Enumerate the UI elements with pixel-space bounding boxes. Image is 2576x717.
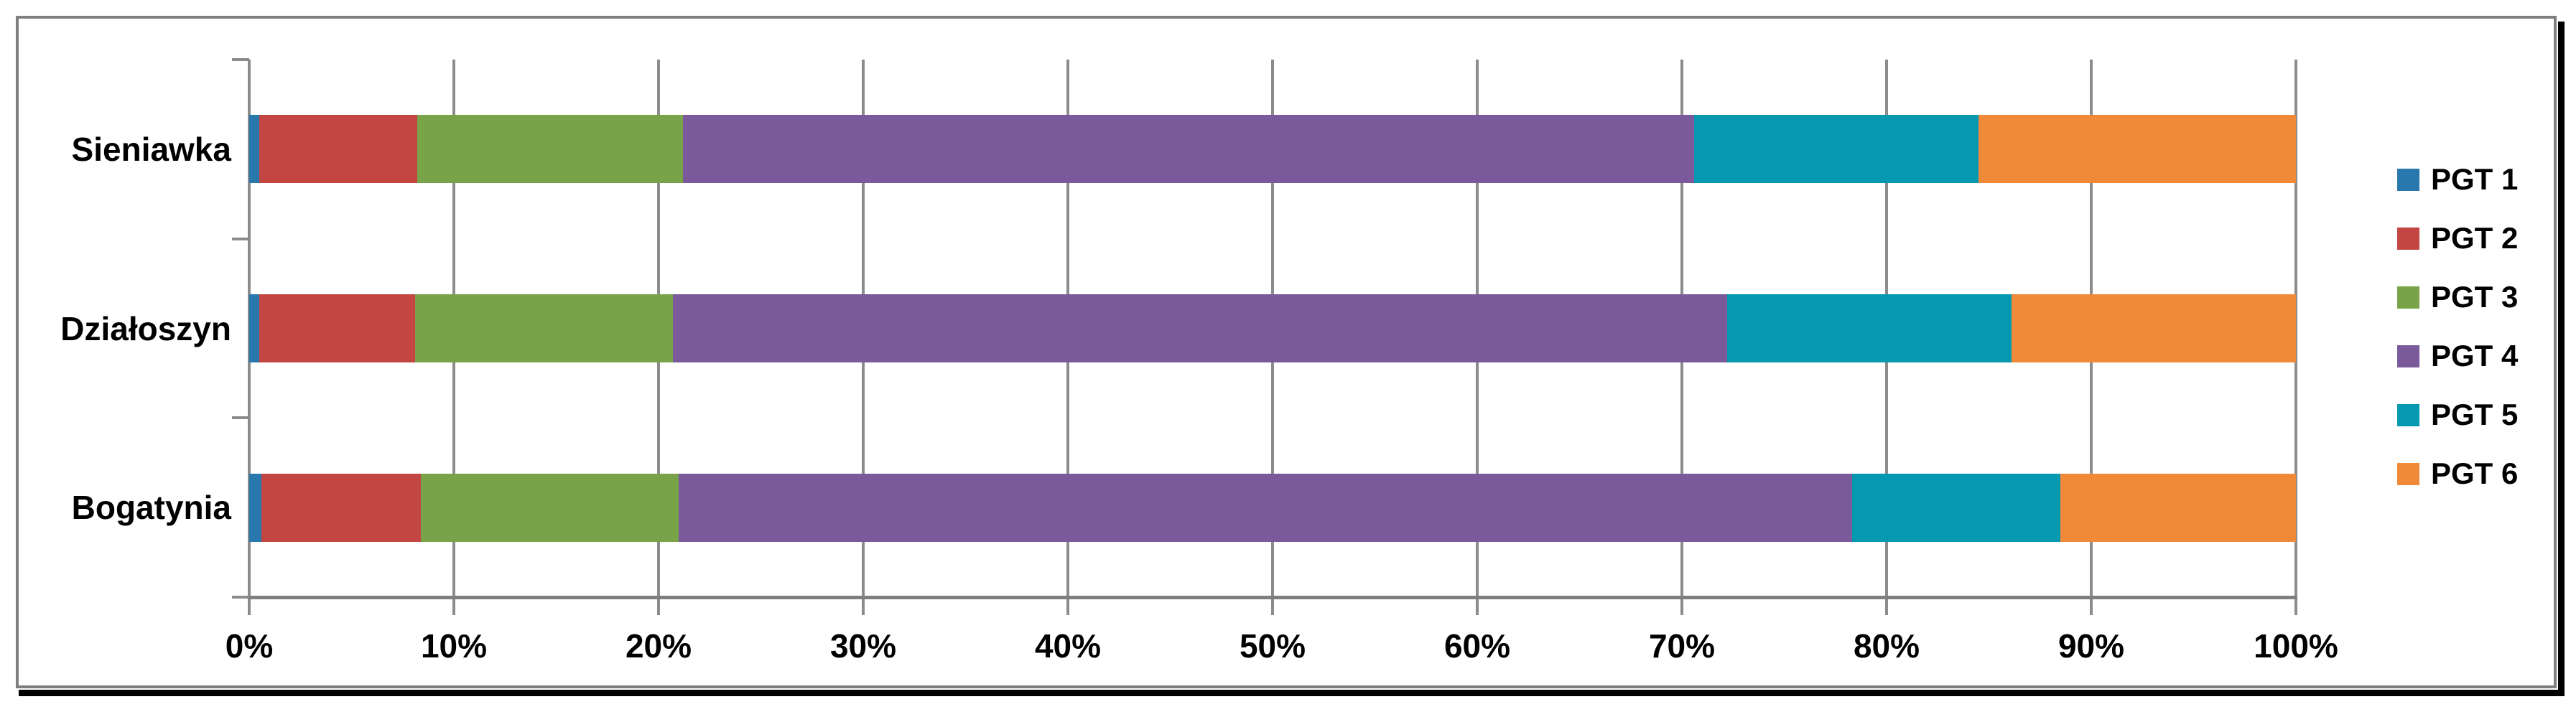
x-axis-tick [2294,599,2297,615]
bar-row [249,473,2296,542]
x-axis-tick [1680,599,1683,615]
x-axis-tick [1271,599,1274,615]
legend-swatch-icon [2397,168,2419,191]
x-axis-tick [2090,599,2093,615]
legend-label: PGT 3 [2431,280,2519,314]
x-axis-tick [862,599,865,615]
x-axis-tick [1476,599,1479,615]
bar-segment [679,473,1852,542]
y-axis-tick [232,596,249,599]
legend-swatch-icon [2397,403,2419,426]
bar-segment [421,473,679,542]
bar-segment [249,294,260,362]
x-axis-tick-label: 100% [2254,627,2338,665]
gridline [2294,60,2297,597]
legend-label: PGT 6 [2431,456,2519,490]
bar-segment [1694,115,1979,184]
legend-item: PGT 1 [2397,150,2518,209]
bar-row [249,294,2296,362]
bar-segment [249,473,262,542]
x-axis-tick [657,599,660,615]
y-axis-tick [232,237,249,240]
legend-item: PGT 5 [2397,385,2518,444]
x-axis-line [248,596,2297,599]
x-axis-tick-label: 90% [2057,627,2125,665]
y-axis-tick [232,416,249,420]
bar-segment [261,473,422,542]
x-axis-tick [452,599,455,615]
x-axis-tick-label: 20% [625,627,692,665]
x-axis-tick-label: 10% [420,627,488,665]
bar-row [249,115,2296,184]
bar-segment [1851,473,2061,542]
category-label: Bogatynia [71,489,231,527]
plot-area: 0% 10% 20% 30% 40% 50% 60% 70% 80% 90% 100% [225,58,2338,665]
legend-swatch-icon [2397,227,2419,250]
x-axis-tick [1885,599,1888,615]
frame-shadow-bottom [19,690,2563,696]
x-axis-tick-label: 0% [225,627,274,665]
category-label: Działoszyn [60,309,231,347]
bar-segment [1979,115,2296,184]
bar-segment [683,115,1695,184]
x-axis-tick-label: 70% [1648,627,1716,665]
bar-segment [259,294,415,362]
x-axis-tick-label: 50% [1239,627,1306,665]
legend-item: PGT 3 [2397,268,2518,327]
x-axis-tick-label: 30% [829,627,897,665]
y-axis-tick [232,58,249,61]
bar-segment [2011,294,2296,362]
x-axis-tick [1066,599,1069,615]
bar-segment [417,115,684,184]
x-axis-tick-label: 60% [1443,627,1511,665]
category-label: Sieniawka [71,130,231,168]
bar-segment [1726,294,2012,362]
legend-item: PGT 2 [2397,209,2518,268]
legend-label: PGT 2 [2431,221,2519,255]
legend-swatch-icon [2397,462,2419,485]
legend-label: PGT 1 [2431,162,2519,196]
bar-segment [249,115,260,184]
legend: PGT 1 PGT 2 PGT 3 PGT 4 PGT 5 PGT 6 [2397,150,2518,503]
legend-label: PGT 4 [2431,339,2519,372]
legend-swatch-icon [2397,286,2419,309]
bar-segment [414,294,673,362]
bar-segment [672,294,1727,362]
x-axis-tick [248,599,251,615]
bar-segment [259,115,417,184]
frame-shadow-right [2558,22,2565,696]
x-axis-tick-label: 80% [1853,627,1920,665]
legend-item: PGT 4 [2397,327,2518,385]
legend-swatch-icon [2397,345,2419,367]
legend-item: PGT 6 [2397,444,2518,503]
bar-segment [2060,473,2296,542]
x-axis-tick-label: 40% [1034,627,1102,665]
legend-label: PGT 5 [2431,398,2519,431]
